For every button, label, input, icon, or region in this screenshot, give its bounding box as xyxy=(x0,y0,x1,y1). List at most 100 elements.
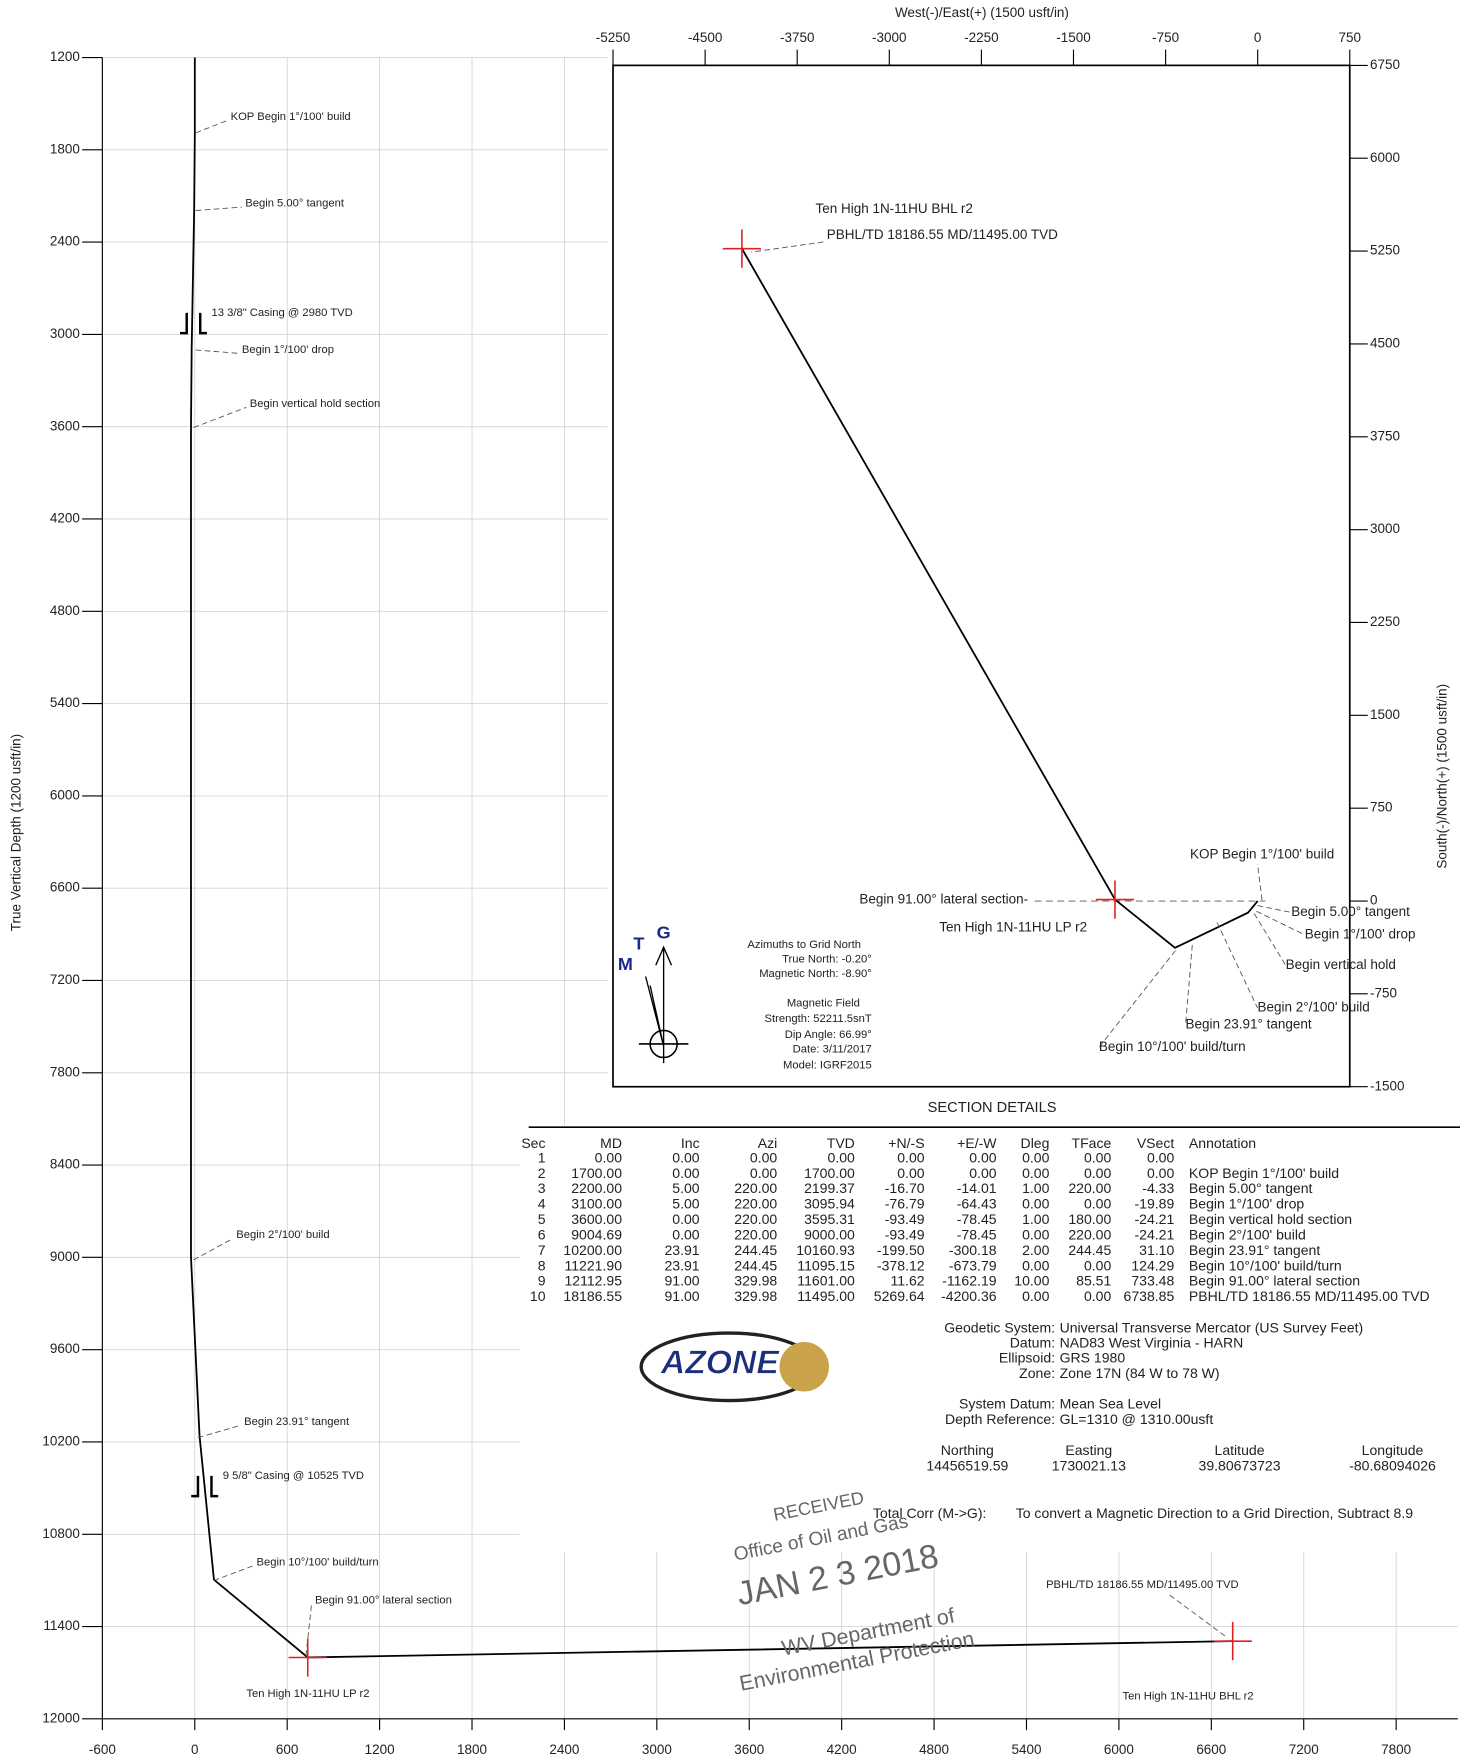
table-cell: Begin 23.91° tangent xyxy=(1189,1242,1320,1258)
location-label: Latitude xyxy=(1215,1442,1265,1458)
table-cell: 0.00 xyxy=(1084,1257,1112,1273)
table-cell: 180.00 xyxy=(1068,1211,1111,1227)
table-cell: 329.98 xyxy=(734,1273,777,1289)
y-tick-label: 5250 xyxy=(1370,243,1400,258)
table-cell: 0.00 xyxy=(1084,1165,1112,1181)
table-title: SECTION DETAILS xyxy=(928,1100,1057,1116)
table-cell: 220.00 xyxy=(734,1226,777,1242)
compass-info: True North: -0.20° xyxy=(782,954,872,966)
target-label: Ten High 1N-11HU LP r2 xyxy=(246,1688,369,1700)
column-header: TFace xyxy=(1071,1135,1111,1151)
column-header: Inc xyxy=(681,1135,700,1151)
y-tick-label: 6000 xyxy=(50,787,80,802)
annotation: Begin 2°/100' build xyxy=(1258,1000,1370,1015)
compass-info: Magnetic Field xyxy=(787,997,860,1009)
geodetic-label: Geodetic System: xyxy=(944,1319,1055,1335)
annotation: Begin 2°/100' build xyxy=(236,1229,329,1241)
location-value: 14456519.59 xyxy=(926,1458,1008,1474)
y-tick-label: 6000 xyxy=(1370,150,1400,165)
x-tick-label: 3000 xyxy=(642,1742,672,1757)
y-tick-label: 3750 xyxy=(1370,428,1400,443)
compass-letter: G xyxy=(657,922,671,942)
table-cell: 11601.00 xyxy=(797,1273,855,1289)
logo-emblem xyxy=(779,1342,829,1392)
target-label: Ten High 1N-11HU LP r2 xyxy=(939,920,1087,935)
annotation: 9 5/8" Casing @ 10525 TVD xyxy=(223,1470,364,1482)
table-cell: 0.00 xyxy=(1022,1288,1050,1304)
well-path xyxy=(190,57,1233,1659)
x-axis-label: West(-)/East(+) (1500 usft/in) xyxy=(895,5,1069,20)
table-cell: Begin 2°/100' build xyxy=(1189,1226,1306,1242)
table-cell: -93.49 xyxy=(885,1226,925,1242)
table-cell: 3 xyxy=(538,1180,546,1196)
leader-line xyxy=(195,349,239,354)
y-tick-label: 0 xyxy=(1370,893,1378,908)
x-tick-label: 4200 xyxy=(827,1742,857,1757)
table-cell: 7 xyxy=(538,1242,546,1258)
location-label: Northing xyxy=(941,1442,994,1458)
table-cell: Begin 10°/100' build/turn xyxy=(1189,1257,1342,1273)
well-path xyxy=(741,248,1259,949)
column-header: +N/-S xyxy=(888,1135,924,1151)
x-tick-label: 600 xyxy=(276,1742,299,1757)
table-cell: 8 xyxy=(538,1257,546,1273)
table-cell: 1700.00 xyxy=(804,1165,855,1181)
annotation: Begin 5.00° tangent xyxy=(1291,904,1410,919)
leader-line xyxy=(213,1565,254,1581)
y-tick-label: 10200 xyxy=(42,1434,80,1449)
x-tick-label: 6600 xyxy=(1196,1742,1226,1757)
leader-line xyxy=(1257,905,1292,913)
y-tick-label: 750 xyxy=(1370,800,1393,815)
annotation: Begin 10°/100' build/turn xyxy=(1099,1039,1246,1054)
y-tick-label: -750 xyxy=(1370,985,1397,1000)
target-label: Ten High 1N-11HU BHL r2 xyxy=(1123,1690,1254,1702)
casing-symbol xyxy=(179,312,207,335)
table-cell: -76.79 xyxy=(885,1196,925,1212)
y-tick-label: 7200 xyxy=(50,972,80,987)
geodetic-label: Zone: xyxy=(1019,1365,1055,1381)
y-tick-label: 7800 xyxy=(50,1064,80,1079)
y-tick-label: 4500 xyxy=(1370,335,1400,350)
leader-line xyxy=(751,241,824,253)
table-cell: -64.43 xyxy=(957,1196,997,1212)
datum-label: System Datum: xyxy=(959,1396,1055,1412)
table-cell: 12112.95 xyxy=(564,1273,622,1289)
correction-note: To convert a Magnetic Direction to a Gri… xyxy=(1016,1505,1414,1521)
annotation: Begin 1°/100' drop xyxy=(242,344,334,356)
table-cell: 5.00 xyxy=(672,1180,700,1196)
table-cell: -300.18 xyxy=(949,1242,997,1258)
table-cell: -78.45 xyxy=(957,1226,997,1242)
table-cell: 0.00 xyxy=(897,1149,925,1165)
annotation: Begin vertical hold section xyxy=(250,398,381,410)
table-cell: 11221.90 xyxy=(564,1257,622,1273)
target-marker xyxy=(288,1638,327,1677)
y-tick-label: 5400 xyxy=(50,695,80,710)
column-header: TVD xyxy=(827,1135,855,1151)
table-cell: 3100.00 xyxy=(571,1196,622,1212)
y-tick-label: -1500 xyxy=(1370,1078,1405,1093)
table-cell: 244.45 xyxy=(734,1242,777,1258)
compass-info: Dip Angle: 66.99° xyxy=(785,1029,872,1041)
table-cell: 91.00 xyxy=(664,1273,699,1289)
annotation: Begin 1°/100' drop xyxy=(1305,926,1416,941)
x-tick-label: -1500 xyxy=(1056,30,1091,45)
compass-letter: T xyxy=(633,934,644,954)
table-cell: 5 xyxy=(538,1211,546,1227)
x-tick-label: -3750 xyxy=(780,30,815,45)
table-cell: 11095.15 xyxy=(797,1257,855,1273)
table-cell: 11.62 xyxy=(890,1273,924,1289)
column-header: +E/-W xyxy=(957,1135,997,1151)
table-cell: 2200.00 xyxy=(571,1180,622,1196)
table-cell: 0.00 xyxy=(969,1149,997,1165)
x-tick-label: 3600 xyxy=(734,1742,764,1757)
table-cell: 0.00 xyxy=(750,1165,778,1181)
table-cell: 11495.00 xyxy=(797,1288,855,1304)
target-label: PBHL/TD 18186.55 MD/11495.00 TVD xyxy=(827,227,1058,242)
table-cell: 220.00 xyxy=(734,1180,777,1196)
table-cell: 244.45 xyxy=(1068,1242,1111,1258)
datum-value: Mean Sea Level xyxy=(1060,1396,1162,1412)
table-cell: -78.45 xyxy=(957,1211,997,1227)
plan-backdrop xyxy=(607,0,1460,1125)
leader-line xyxy=(1216,922,1258,1009)
table-cell: 0.00 xyxy=(1147,1149,1175,1165)
